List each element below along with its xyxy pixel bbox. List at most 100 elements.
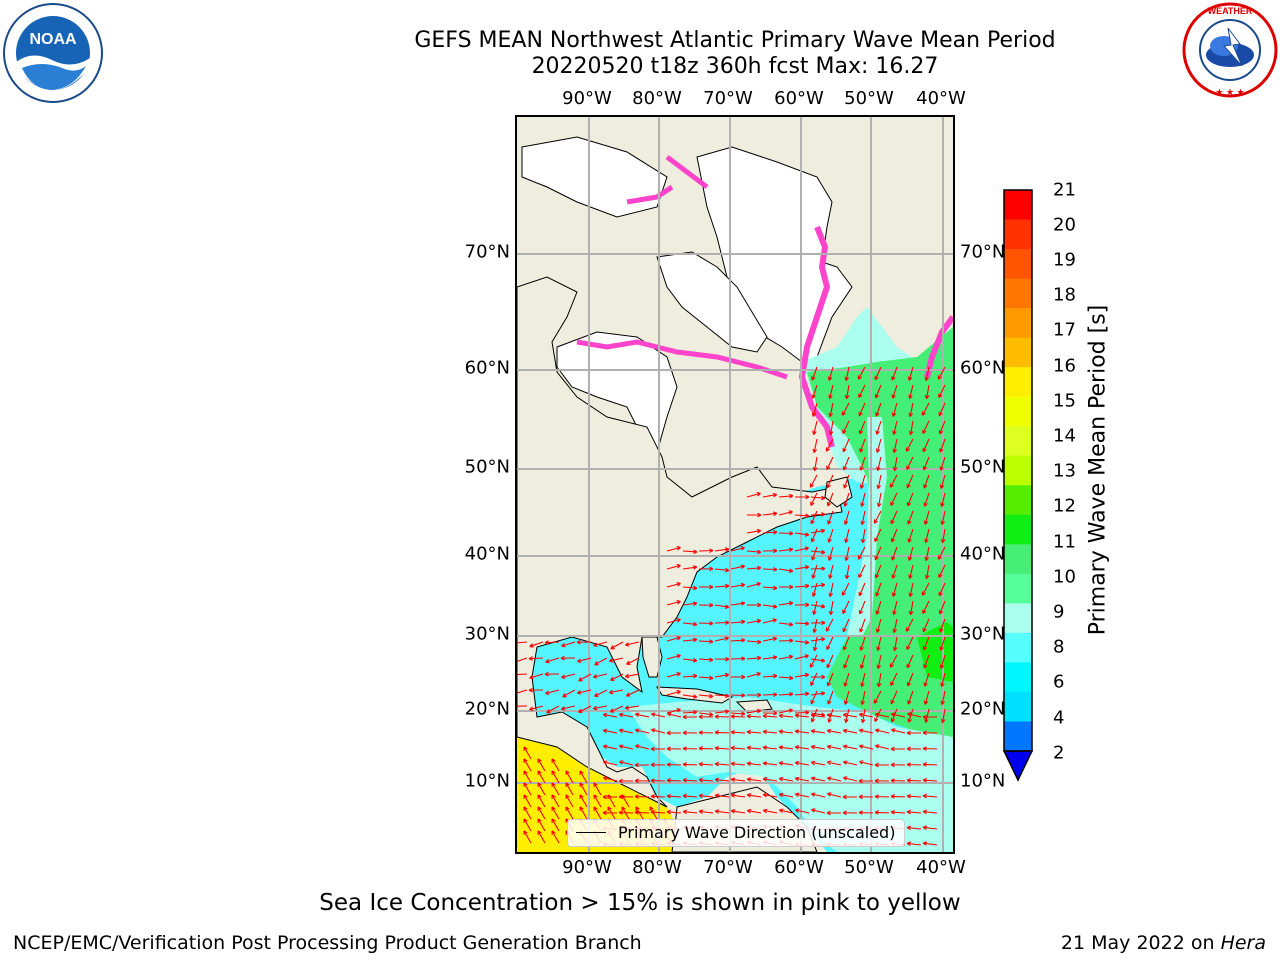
wave-arrow [875, 402, 882, 417]
wave-arrow [826, 713, 842, 718]
wave-arrow [579, 806, 588, 820]
wave-arrow [778, 531, 794, 536]
wave-arrow [907, 366, 914, 381]
wave-arrow [892, 456, 898, 472]
wave-arrow [551, 770, 560, 784]
wave-arrow [859, 474, 866, 489]
colorbar-label: 10 [1053, 566, 1076, 588]
wave-arrow [730, 793, 746, 798]
colorbar-label: 14 [1053, 425, 1076, 447]
wave-arrow [843, 654, 850, 669]
wave-arrow [762, 808, 778, 814]
wave-arrow [906, 730, 921, 736]
baffin-island [656, 251, 768, 353]
footer-credit: NCEP/EMC/Verification Post Processing Pr… [13, 932, 642, 954]
wave-arrow [577, 657, 592, 663]
colorbar-title: Primary Wave Mean Period [s] [1085, 304, 1111, 636]
wave-arrow [811, 546, 818, 561]
wave-arrow [537, 758, 546, 772]
wave-arrow [810, 691, 826, 696]
wave-arrow [842, 712, 858, 718]
wave-arrow [906, 809, 922, 815]
wave-arrow [762, 585, 778, 591]
wave-arrow [923, 672, 930, 687]
wave-arrow [529, 641, 544, 648]
wave-arrow [906, 762, 922, 767]
wave-arrow [730, 546, 745, 552]
lon-tick-bottom: 40°W [916, 857, 966, 878]
wave-arrow [858, 384, 866, 399]
wave-arrow [794, 729, 810, 734]
colorbar-band [1004, 721, 1032, 752]
wave-arrow [635, 806, 644, 820]
wave-arrow [579, 770, 588, 784]
wave-arrow [746, 565, 762, 571]
wave-arrow [892, 636, 898, 652]
wave-arrow [794, 654, 809, 660]
wave-arrow [810, 512, 826, 517]
sea-ice-baffin [576, 155, 788, 380]
wave-arrow [922, 841, 938, 846]
wave-arrow [537, 782, 546, 796]
wave-arrow [794, 691, 810, 697]
wave-arrow [938, 564, 946, 579]
wave-arrow [634, 712, 650, 718]
wave-arrow [826, 636, 834, 651]
wave-arrow [565, 794, 574, 808]
wave-arrow [827, 792, 842, 798]
wave-arrow [907, 712, 922, 718]
wave-arrow [922, 825, 938, 830]
wave-arrow [762, 511, 778, 516]
wave-arrow [794, 713, 810, 718]
wave-arrow [561, 705, 576, 711]
wave-arrow [907, 690, 914, 705]
wave-arrow [859, 438, 866, 453]
wave-arrow [890, 778, 906, 783]
wave-arrow [682, 793, 698, 799]
lat-tick-left: 40°N [464, 543, 510, 565]
wave-arrow [939, 438, 946, 453]
wave-arrow [843, 776, 858, 782]
wave-arrow [619, 760, 634, 766]
wave-arrow [762, 692, 778, 697]
wave-arrow [842, 636, 850, 651]
wave-arrow [890, 809, 906, 815]
lat-tick-left: 20°N [464, 698, 510, 720]
wave-arrow [844, 384, 850, 400]
map-canvas [517, 117, 953, 852]
colorbar-label: 6 [1053, 671, 1065, 693]
colorbar-label: 15 [1053, 390, 1076, 412]
wave-arrow [517, 657, 528, 664]
wave-arrow [747, 602, 762, 608]
wave-arrow [922, 714, 937, 720]
wave-arrow [810, 495, 826, 501]
wave-arrow [778, 675, 794, 681]
wave-arrow [810, 528, 818, 543]
wave-arrow [908, 582, 914, 598]
lon-tick-bottom: 70°W [703, 857, 753, 878]
colorbar-band [1004, 426, 1032, 457]
wave-arrow [828, 402, 834, 418]
wave-arrow [876, 492, 882, 508]
wave-arrow [517, 689, 528, 696]
wave-arrow [875, 728, 890, 734]
wave-arrow [651, 712, 666, 718]
wave-arrow [523, 782, 532, 796]
wave-arrow [698, 566, 714, 572]
wave-arrow [922, 809, 938, 815]
wave-arrow [842, 810, 858, 816]
colorbar-band [1004, 485, 1032, 516]
wave-arrow [778, 729, 794, 734]
wave-arrow [537, 806, 546, 820]
wave-arrow [908, 384, 914, 399]
wave-arrow [593, 782, 602, 796]
wave-arrow [890, 708, 898, 723]
plot-subtitle: 20220520 t18z 360h fcst Max: 16.27 [531, 54, 939, 79]
wave-arrow [858, 712, 874, 718]
wave-arrow [778, 761, 794, 766]
wave-arrow [714, 636, 729, 642]
wave-arrow [810, 566, 826, 571]
colorbar-band [1004, 308, 1032, 339]
lat-tick-right: 50°N [960, 456, 1006, 478]
wave-arrow [714, 745, 730, 751]
